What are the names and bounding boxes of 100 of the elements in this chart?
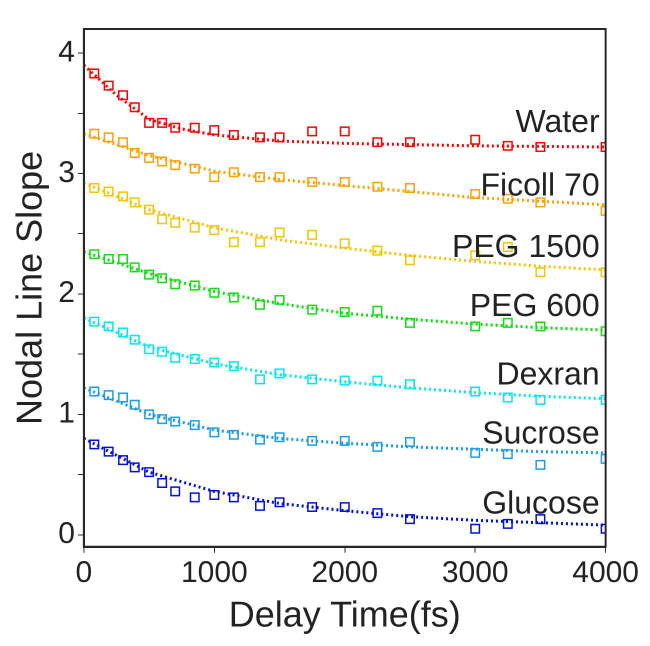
point: [340, 502, 350, 512]
point: [104, 254, 114, 264]
point: [228, 492, 239, 502]
point: [130, 400, 140, 410]
point: [470, 386, 480, 396]
point: [274, 132, 285, 142]
point: [470, 448, 480, 458]
point: [144, 467, 154, 478]
point: [228, 361, 239, 372]
point: [170, 122, 180, 133]
point: [190, 492, 200, 502]
point: [209, 225, 220, 236]
point: [254, 374, 265, 384]
point: [470, 524, 480, 534]
point: [470, 134, 480, 145]
point: [254, 132, 265, 142]
point: [470, 321, 480, 332]
point: [130, 462, 140, 472]
point: [502, 140, 513, 151]
point: [89, 182, 100, 193]
point: [470, 188, 480, 199]
point: [404, 514, 415, 524]
y-tick-label: 2: [58, 276, 75, 310]
point: [170, 218, 180, 228]
point: [228, 430, 239, 440]
point: [372, 306, 382, 316]
point: [502, 318, 513, 328]
point: [372, 246, 382, 256]
point: [144, 344, 154, 354]
point: [118, 327, 128, 338]
point: [404, 137, 415, 148]
x-tick-label: 4000: [572, 556, 640, 590]
point: [274, 368, 285, 378]
x-tick-label: 3000: [442, 556, 509, 590]
point: [170, 416, 180, 427]
point: [157, 346, 168, 357]
point: [340, 436, 350, 446]
y-tick-label: 1: [58, 396, 75, 430]
point: [104, 321, 114, 332]
point: [209, 490, 220, 500]
point: [274, 228, 285, 238]
series-label: Glucose: [482, 484, 600, 521]
point: [340, 238, 350, 248]
y-tick-label: 0: [58, 517, 75, 550]
point: [130, 102, 140, 112]
point: [254, 172, 265, 182]
point: [254, 500, 265, 511]
point: [307, 230, 318, 240]
series-label: PEG 600: [470, 287, 600, 324]
x-axis-title: Delay Time(fs): [228, 593, 461, 634]
point: [228, 237, 239, 248]
point: [157, 156, 168, 166]
point: [274, 432, 285, 442]
y-tick-label: 3: [58, 156, 75, 189]
point: [404, 379, 415, 390]
point: [118, 455, 128, 466]
point: [274, 497, 285, 508]
series-label: Ficoll 70: [480, 166, 600, 203]
point: [118, 191, 128, 202]
point: [340, 306, 350, 317]
point: [104, 390, 114, 400]
point: [404, 255, 415, 266]
point: [104, 132, 114, 142]
point: [157, 414, 168, 424]
point: [502, 449, 513, 460]
point: [372, 182, 382, 192]
point: [372, 442, 382, 452]
point: [190, 280, 200, 290]
point: [89, 316, 100, 327]
point: [130, 334, 140, 345]
point: [502, 518, 513, 529]
x-tick-label: 2000: [311, 556, 378, 590]
point: [404, 437, 415, 448]
point: [130, 148, 140, 158]
point: [209, 125, 220, 136]
point: [190, 164, 200, 174]
point: [170, 352, 180, 363]
point: [274, 172, 285, 182]
point: [190, 122, 200, 133]
x-tick-label: 1000: [180, 556, 248, 590]
point: [170, 160, 180, 170]
point: [190, 222, 200, 233]
y-axis-title: Nodal Line Slope: [8, 150, 50, 425]
point: [157, 273, 168, 284]
point: [340, 126, 350, 136]
point: [535, 514, 546, 524]
point: [502, 392, 513, 402]
point: [209, 358, 220, 368]
point: [144, 270, 154, 280]
point: [89, 68, 100, 79]
point: [130, 262, 140, 272]
point: [307, 126, 318, 136]
series-label: Sucrose: [482, 414, 600, 451]
point: [307, 436, 318, 446]
point: [118, 392, 128, 402]
point: [228, 167, 239, 178]
point: [254, 237, 265, 248]
point: [340, 376, 350, 386]
series-label: Dexran: [496, 356, 600, 392]
point: [535, 394, 546, 405]
